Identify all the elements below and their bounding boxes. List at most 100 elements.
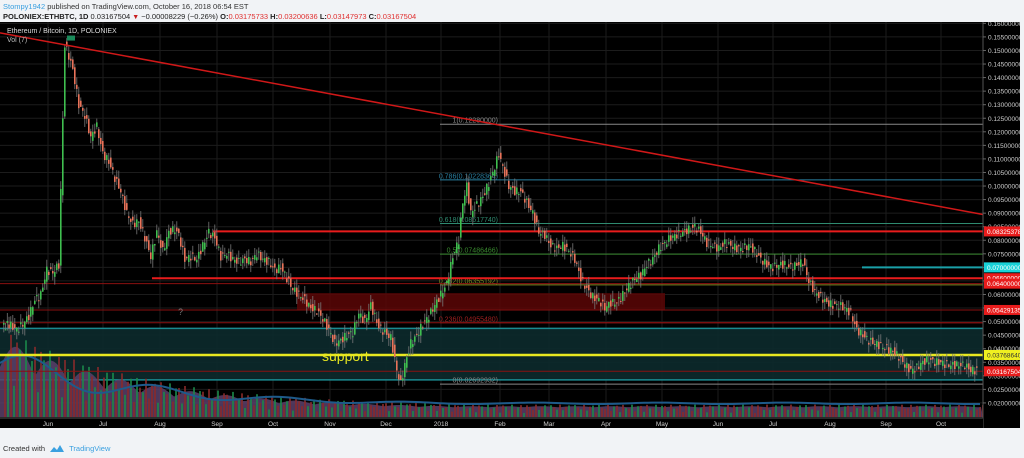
- candle-body: [420, 323, 422, 336]
- candle-body: [780, 261, 782, 266]
- candle-body: [296, 287, 298, 297]
- candle-body: [388, 333, 390, 338]
- candle-body: [312, 304, 314, 312]
- volume-bar: [304, 397, 306, 417]
- volume-bar: [70, 384, 72, 417]
- volume-bar: [565, 406, 567, 417]
- candle-body: [390, 334, 392, 341]
- y-tick-label: 0.03000000: [988, 373, 1020, 380]
- candle-body: [518, 194, 520, 196]
- volume-bar: [652, 408, 654, 417]
- volume-bar: [634, 411, 636, 417]
- candle-body: [714, 242, 716, 244]
- candle-body: [192, 252, 194, 254]
- x-tick-label: 2018: [434, 421, 449, 428]
- volume-bar: [928, 408, 930, 417]
- candle-body: [204, 242, 206, 250]
- volume-bar: [511, 404, 513, 417]
- volume-bar: [169, 383, 171, 417]
- candle-body: [556, 245, 558, 249]
- candle-body: [664, 241, 666, 244]
- volume-bar: [157, 402, 159, 417]
- volume-bar: [364, 411, 366, 417]
- candle-body: [654, 255, 656, 257]
- candle-body: [742, 251, 744, 253]
- volume-bar: [793, 410, 795, 417]
- candle-body: [370, 302, 372, 310]
- tradingview-link[interactable]: TradingView: [69, 444, 111, 453]
- candle-body: [822, 299, 824, 303]
- author-link[interactable]: Stompy1942: [3, 2, 46, 11]
- volume-bar: [145, 378, 147, 417]
- volume-bar: [52, 378, 54, 417]
- candle-body: [606, 306, 608, 312]
- candle-body: [4, 329, 7, 331]
- volume-bar: [595, 412, 597, 417]
- candle-body: [782, 260, 784, 269]
- candle-body: [338, 340, 340, 347]
- candle-body: [962, 361, 964, 363]
- candle-body: [272, 266, 274, 268]
- candle-body: [214, 232, 216, 239]
- candle-body: [952, 362, 954, 365]
- volume-bar: [13, 385, 15, 417]
- price-label: 0.06400000: [987, 281, 1020, 288]
- candle-body: [844, 307, 846, 309]
- candle-body: [820, 291, 822, 294]
- candle-body: [164, 248, 166, 251]
- candle-body: [118, 178, 120, 189]
- candle-body: [386, 328, 388, 335]
- candle-body: [604, 302, 606, 311]
- volume-bar: [319, 399, 321, 417]
- volume-bar: [106, 372, 108, 417]
- y-tick-label: 0.16000000: [988, 22, 1020, 28]
- candle-body: [718, 245, 720, 252]
- price-axis: [983, 22, 1020, 428]
- volume-bar: [919, 406, 921, 417]
- candle-body: [486, 183, 488, 195]
- candle-body: [242, 258, 244, 264]
- candle-body: [220, 251, 222, 261]
- candle-body: [804, 258, 806, 266]
- candle-body: [762, 260, 764, 265]
- candle-body: [932, 356, 934, 360]
- volume-bar: [508, 410, 510, 417]
- candle-body: [634, 278, 636, 280]
- candle-body: [402, 378, 404, 381]
- volume-bar: [208, 389, 210, 417]
- volume-bar: [385, 403, 387, 417]
- candle-body: [588, 284, 590, 291]
- candle-body: [436, 299, 438, 308]
- candle-body: [560, 247, 562, 249]
- x-tick-label: Mar: [543, 421, 555, 428]
- candle-body: [598, 297, 600, 302]
- candle-body: [744, 243, 746, 246]
- volume-bar: [544, 405, 546, 417]
- candle-body: [816, 293, 818, 296]
- volume-bar: [547, 413, 549, 417]
- last-price: 0.03167504: [90, 12, 131, 21]
- candle-body: [102, 140, 104, 152]
- volume-bar: [664, 406, 666, 417]
- candle-body: [392, 337, 394, 353]
- volume-bar: [832, 407, 834, 417]
- volume-bar: [322, 402, 324, 417]
- candle-body: [454, 252, 456, 254]
- volume-bar: [730, 412, 732, 417]
- chart-canvas[interactable]: 1(0.12280000)0.786(0.10228364)0.618(0.08…: [0, 22, 1020, 428]
- x-tick-label: Sep: [211, 421, 223, 428]
- volume-bar: [421, 407, 423, 417]
- volume-bar: [184, 385, 186, 417]
- price-chart[interactable]: 1(0.12280000)0.786(0.10228364)0.618(0.08…: [0, 22, 1020, 428]
- volume-bar: [577, 407, 579, 417]
- candle-body: [90, 131, 92, 137]
- candle-body: [378, 318, 380, 329]
- candle-body: [334, 334, 336, 340]
- candle-body: [60, 188, 62, 266]
- volume-bar: [835, 409, 837, 417]
- candle-body: [610, 300, 612, 307]
- volume-bar: [58, 356, 60, 417]
- candle-body: [596, 294, 598, 299]
- candle-body: [40, 291, 42, 300]
- candle-body: [532, 210, 534, 214]
